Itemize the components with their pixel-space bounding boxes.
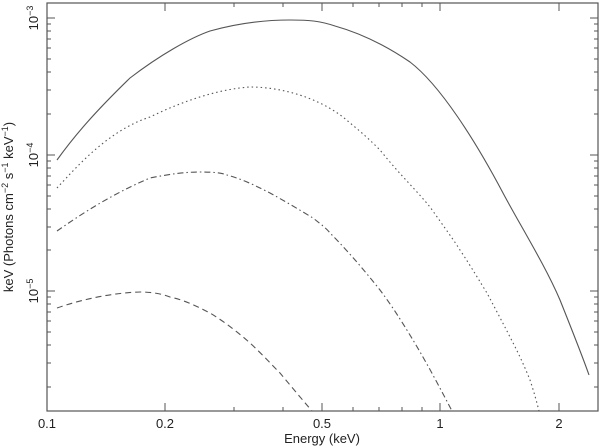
x-label-2: 2 — [555, 416, 562, 431]
x-label-1: 1 — [436, 416, 443, 431]
y-label-1e-4: 10−4 — [25, 143, 41, 168]
plot-frame — [46, 2, 599, 412]
series-solid — [56, 19, 590, 376]
x-ticks — [46, 3, 560, 411]
x-label-0.5: 0.5 — [313, 416, 331, 431]
y-axis-title: keV (Photons cm−2 s−1 keV−1) — [0, 122, 16, 292]
x-tick-labels: 0.1 0.2 0.5 1 2 — [38, 416, 563, 431]
y-label-1e-3: 10−3 — [25, 6, 41, 31]
y-label-1e-5: 10−5 — [25, 279, 41, 304]
x-label-0.2: 0.2 — [156, 416, 174, 431]
series-dotted — [56, 86, 540, 412]
x-axis-title: Energy (keV) — [284, 431, 360, 446]
series-dashed — [56, 291, 313, 412]
y-ticks — [47, 17, 598, 388]
x-label-0.1: 0.1 — [38, 416, 56, 431]
series-dash-dot — [56, 171, 453, 412]
y-tick-labels: 10−3 10−4 10−5 — [25, 6, 41, 304]
